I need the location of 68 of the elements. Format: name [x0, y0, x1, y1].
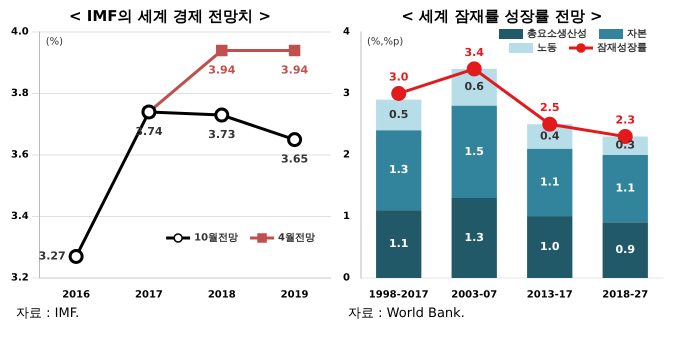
y-tick-label: 3: [342, 88, 350, 100]
bar: [527, 216, 572, 278]
point: [391, 86, 406, 101]
data-label: 1.1: [540, 176, 560, 189]
y-tick-label: 1: [342, 211, 350, 222]
y-tick-label: 0: [342, 272, 350, 284]
bar: [527, 148, 572, 216]
x-tick-label: 1998-2017: [368, 290, 429, 301]
data-label: 3.94: [281, 63, 309, 76]
x-tick-label: 2013-17: [526, 290, 573, 301]
point: [542, 116, 558, 132]
point: [68, 248, 84, 264]
bar: [376, 100, 422, 130]
data-label: 0.4: [540, 129, 560, 142]
bar: [376, 210, 422, 278]
point: [214, 108, 230, 123]
annotation: (%): [46, 36, 64, 48]
text: 자료 : IMF.: [15, 305, 80, 322]
legend-label: 4월전망: [278, 232, 316, 244]
x-tick-label: 2019: [280, 290, 309, 301]
x-tick-label: 2016: [62, 290, 90, 301]
data-label: 3.27: [38, 249, 66, 262]
y-tick-label: 2: [342, 150, 350, 161]
x-tick-label: 2017: [135, 290, 163, 301]
data-label: 0.9: [615, 243, 635, 256]
data-label: 1.1: [615, 182, 635, 195]
data-label: 1.3: [464, 230, 484, 244]
bar: [452, 198, 497, 278]
x-tick-label: 2003-07: [451, 290, 498, 301]
legend-label: 잠재성장률: [597, 42, 647, 54]
chart-title: < IMF의 세계 경제 전망치 >: [68, 6, 272, 25]
x-tick-label: 2018: [208, 290, 236, 301]
annotation: (%,%p): [366, 36, 404, 48]
bar: [452, 106, 497, 198]
data-label: 1.5: [464, 144, 484, 158]
y-tick-label: 3.8: [10, 88, 29, 100]
data-label: 1.1: [388, 237, 408, 250]
data-label: 1.3: [388, 163, 408, 176]
y-tick-label: 4.0: [10, 26, 29, 38]
point: [287, 132, 302, 148]
text: 자료 : World Bank.: [347, 305, 466, 322]
data-label: 3.94: [208, 63, 236, 76]
y-tick-label: 3.4: [10, 211, 29, 222]
y-tick-label: 3.6: [10, 150, 29, 161]
x-tick-label: 2018-27: [602, 290, 648, 301]
legend-label: 10월전망: [194, 232, 238, 244]
data-label: 2.3: [615, 113, 635, 126]
chart-title: < 세계 잠재률 성장률 전망 >: [401, 6, 603, 25]
data-label: 0.6: [464, 80, 484, 94]
y-tick-label: 4: [342, 26, 350, 38]
legend-label: 자본: [627, 28, 647, 40]
data-label: 2.5: [540, 101, 560, 114]
data-label: 1.0: [540, 240, 560, 254]
point: [466, 61, 482, 76]
data-label: 0.5: [388, 108, 408, 121]
y-tick-label: 3.2: [10, 272, 29, 284]
data-label: 3.4: [464, 46, 484, 59]
data-label: 3.65: [281, 152, 308, 166]
bar: [376, 130, 422, 210]
data-label: 3.73: [208, 128, 236, 141]
data-label: 3.0: [388, 70, 409, 84]
bar: [602, 222, 648, 278]
legend-label: 총요소생산성: [527, 28, 587, 40]
bar: [602, 155, 648, 223]
data-label: 0.3: [615, 138, 635, 152]
legend-label: 노동: [537, 42, 557, 54]
point: [288, 44, 300, 56]
point: [216, 44, 228, 56]
